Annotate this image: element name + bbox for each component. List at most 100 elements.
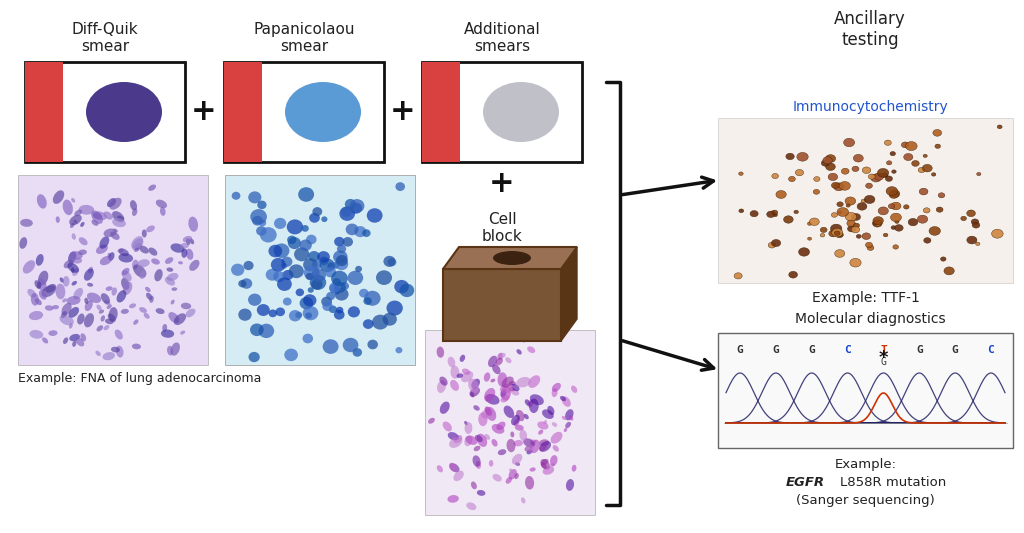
Ellipse shape: [862, 167, 870, 173]
Ellipse shape: [294, 247, 309, 261]
Ellipse shape: [364, 297, 372, 305]
Ellipse shape: [552, 389, 557, 397]
Ellipse shape: [29, 311, 43, 320]
Ellipse shape: [997, 125, 1002, 129]
Ellipse shape: [73, 269, 79, 276]
Ellipse shape: [852, 166, 859, 172]
Ellipse shape: [493, 474, 502, 481]
Ellipse shape: [890, 151, 896, 156]
Ellipse shape: [828, 173, 838, 181]
Ellipse shape: [111, 231, 120, 240]
Ellipse shape: [825, 155, 836, 163]
Ellipse shape: [772, 173, 778, 179]
Ellipse shape: [454, 471, 464, 481]
Ellipse shape: [865, 242, 872, 248]
Ellipse shape: [85, 300, 93, 311]
Ellipse shape: [509, 469, 514, 472]
Ellipse shape: [566, 479, 574, 491]
Ellipse shape: [828, 230, 838, 237]
Ellipse shape: [879, 207, 889, 215]
Ellipse shape: [874, 173, 884, 180]
Ellipse shape: [856, 235, 861, 238]
Ellipse shape: [550, 463, 555, 467]
Ellipse shape: [447, 432, 459, 440]
Ellipse shape: [528, 375, 541, 388]
Ellipse shape: [439, 376, 447, 386]
Bar: [18, 175, 208, 365]
Ellipse shape: [117, 290, 126, 303]
Ellipse shape: [844, 138, 855, 147]
Ellipse shape: [895, 224, 903, 231]
Ellipse shape: [250, 209, 267, 224]
Ellipse shape: [61, 311, 67, 318]
Ellipse shape: [504, 406, 514, 418]
Text: Ancillary
testing: Ancillary testing: [835, 10, 906, 49]
Ellipse shape: [541, 459, 550, 470]
Ellipse shape: [836, 232, 844, 238]
Ellipse shape: [551, 432, 562, 443]
Ellipse shape: [867, 245, 873, 251]
Ellipse shape: [512, 454, 522, 465]
Text: Example: TTF-1: Example: TTF-1: [812, 291, 920, 305]
Ellipse shape: [442, 422, 452, 432]
Text: L858R mutation: L858R mutation: [841, 476, 946, 489]
Ellipse shape: [474, 446, 480, 451]
Ellipse shape: [507, 439, 515, 452]
Ellipse shape: [808, 237, 812, 240]
Ellipse shape: [428, 418, 435, 424]
Ellipse shape: [788, 271, 798, 278]
Ellipse shape: [386, 301, 402, 316]
Ellipse shape: [874, 221, 881, 226]
Ellipse shape: [296, 288, 304, 296]
Ellipse shape: [171, 300, 174, 304]
Ellipse shape: [189, 260, 200, 271]
Ellipse shape: [933, 130, 942, 136]
Ellipse shape: [383, 313, 397, 326]
Ellipse shape: [72, 341, 77, 347]
Ellipse shape: [110, 198, 122, 209]
Ellipse shape: [180, 330, 185, 335]
Ellipse shape: [527, 400, 534, 408]
Ellipse shape: [132, 208, 137, 216]
Ellipse shape: [511, 384, 519, 391]
Ellipse shape: [484, 406, 490, 415]
Ellipse shape: [334, 237, 344, 246]
Ellipse shape: [885, 140, 891, 146]
Bar: [25, 62, 185, 162]
Ellipse shape: [182, 236, 193, 243]
Ellipse shape: [156, 200, 167, 208]
Ellipse shape: [165, 277, 175, 286]
Ellipse shape: [37, 194, 47, 208]
Ellipse shape: [468, 378, 479, 393]
Ellipse shape: [68, 252, 77, 263]
Text: *: *: [879, 349, 888, 367]
Ellipse shape: [492, 439, 498, 447]
Ellipse shape: [174, 313, 186, 325]
Ellipse shape: [139, 270, 146, 279]
Ellipse shape: [814, 176, 820, 181]
Ellipse shape: [63, 260, 74, 268]
Ellipse shape: [496, 358, 503, 366]
Ellipse shape: [473, 405, 479, 410]
Ellipse shape: [362, 229, 371, 237]
Ellipse shape: [109, 252, 115, 261]
Ellipse shape: [38, 278, 47, 291]
Ellipse shape: [524, 399, 530, 406]
Ellipse shape: [181, 303, 191, 309]
Ellipse shape: [302, 334, 313, 343]
Ellipse shape: [105, 286, 113, 291]
Ellipse shape: [461, 371, 473, 382]
Ellipse shape: [768, 243, 775, 248]
Ellipse shape: [868, 174, 876, 179]
Ellipse shape: [354, 226, 367, 237]
Ellipse shape: [317, 251, 330, 263]
Ellipse shape: [911, 160, 920, 166]
Ellipse shape: [94, 212, 106, 220]
Ellipse shape: [74, 288, 83, 300]
Ellipse shape: [571, 385, 578, 393]
Ellipse shape: [502, 376, 514, 388]
Ellipse shape: [552, 422, 557, 427]
Ellipse shape: [739, 209, 743, 213]
Ellipse shape: [862, 233, 870, 239]
Ellipse shape: [972, 222, 980, 228]
